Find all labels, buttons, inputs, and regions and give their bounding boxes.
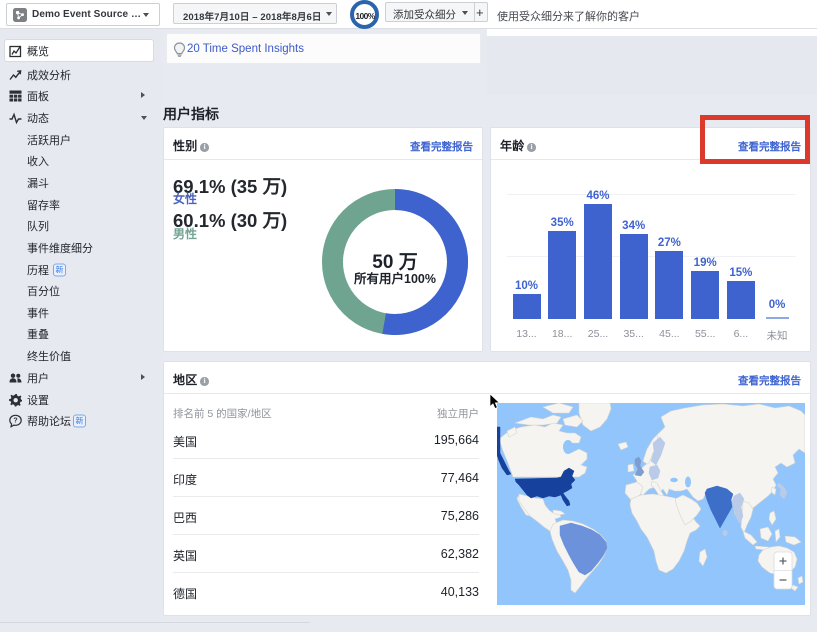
svg-text:?: ? — [13, 418, 17, 425]
